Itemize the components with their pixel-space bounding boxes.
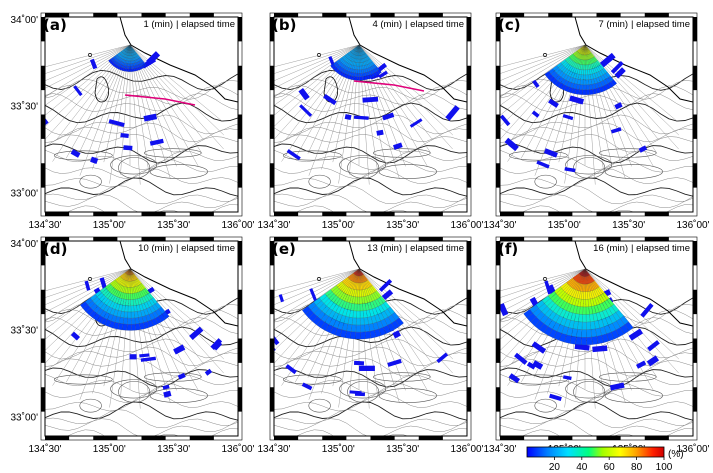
map-frame (269, 12, 472, 217)
panel-label: (d) (43, 240, 67, 258)
x-tick-label: 135˚00' (322, 219, 355, 231)
bathymetry-contours (45, 17, 238, 212)
panel-label: (c) (498, 16, 521, 34)
x-tick-label: 136˚00' (450, 219, 483, 231)
panel-label: (b) (272, 16, 296, 34)
y-tick-label: 34˚00' (11, 14, 39, 26)
y-tick-label: 33˚00' (11, 187, 39, 199)
x-tick-label: 136˚00' (676, 443, 709, 455)
map-frame (269, 236, 472, 441)
panel-label: (e) (272, 240, 296, 258)
x-tick-label: 134˚30' (257, 443, 290, 455)
x-tick-label: 134˚30' (483, 219, 516, 231)
colorbar-tick: 20 (549, 462, 561, 473)
x-tick-label: 135˚00' (322, 443, 355, 455)
red-track-line (124, 94, 196, 106)
y-tick-label: 33˚30' (11, 101, 39, 113)
map-panel-c: (c) 7 (min) | elapsed time 134˚30' 135˚00' 13… (483, 12, 710, 231)
x-tick-label: 135˚30' (157, 219, 190, 231)
x-tick-label: 135˚30' (157, 443, 190, 455)
x-tick-label: 135˚30' (386, 443, 419, 455)
x-tick-label: 135˚30' (386, 219, 419, 231)
elapsed-time-text: 4 (min) | elapsed time (372, 19, 464, 30)
map-panel-e: (e) 13 (min) | elapsed time 134˚30' 135˚00' 1… (257, 236, 484, 455)
x-tick-label: 136˚00' (450, 443, 483, 455)
panel-label: (f) (498, 240, 518, 258)
x-tick-label: 136˚00' (221, 443, 254, 455)
colorbar-tick: 60 (604, 462, 616, 473)
elapsed-time-text: 1 (min) | elapsed time (143, 19, 235, 30)
x-tick-label: 134˚30' (28, 443, 61, 455)
x-tick-label: 134˚30' (257, 219, 290, 231)
map-panel-b: (b) 4 (min) | elapsed time 134˚30' 135˚00' 13… (257, 12, 484, 231)
x-tick-label: 135˚30' (612, 219, 645, 231)
bathymetry-contours (274, 241, 467, 436)
x-tick-label: 135˚00' (93, 219, 126, 231)
y-tick-label: 34˚00' (11, 238, 39, 250)
map-frame (495, 236, 698, 441)
colorbar-gradient (526, 446, 665, 458)
radar-beam-fan (45, 44, 224, 185)
radar-beam-fan (274, 268, 453, 409)
bathymetry-contours (274, 17, 467, 212)
elapsed-time-text: 13 (min) | elapsed time (367, 243, 464, 254)
map-frame (40, 236, 243, 441)
bathymetry-contours (45, 241, 238, 436)
y-tick-label: 33˚00' (11, 411, 39, 423)
bathymetry-contours (500, 241, 693, 436)
radar-beam-fan (500, 268, 679, 409)
x-tick-label: 136˚00' (221, 219, 254, 231)
panel-label: (a) (43, 16, 67, 34)
map-panel-a: (a) 1 (min) | elapsed time 134˚30' 135˚00' 13… (11, 12, 255, 231)
x-tick-label: 134˚30' (28, 219, 61, 231)
map-frame (495, 12, 698, 217)
radar-beam-fan (274, 44, 460, 185)
elapsed-time-text: 16 (min) | elapsed time (593, 243, 690, 254)
elapsed-time-text: 7 (min) | elapsed time (598, 19, 690, 30)
radar-beam-fan (500, 44, 679, 185)
red-track-line (353, 80, 425, 92)
bathymetry-contours (500, 17, 693, 212)
radar-beam-fan (45, 268, 224, 409)
x-tick-label: 134˚30' (483, 443, 516, 455)
map-frame (40, 12, 243, 217)
map-panel-d: (d) 10 (min) | elapsed time 134˚30' 135˚00' 1… (11, 236, 255, 455)
colorbar-tick: 40 (576, 462, 588, 473)
colorbar-unit: (%) (668, 449, 684, 460)
elapsed-time-text: 10 (min) | elapsed time (138, 243, 235, 254)
y-tick-label: 33˚30' (11, 325, 39, 337)
colorbar: 20 40 60 80 100 (%) (526, 446, 684, 473)
x-tick-label: 135˚00' (548, 219, 581, 231)
x-tick-label: 136˚00' (676, 219, 709, 231)
colorbar-tick: 100 (656, 462, 673, 473)
x-tick-label: 135˚00' (93, 443, 126, 455)
colorbar-tick: 80 (631, 462, 643, 473)
